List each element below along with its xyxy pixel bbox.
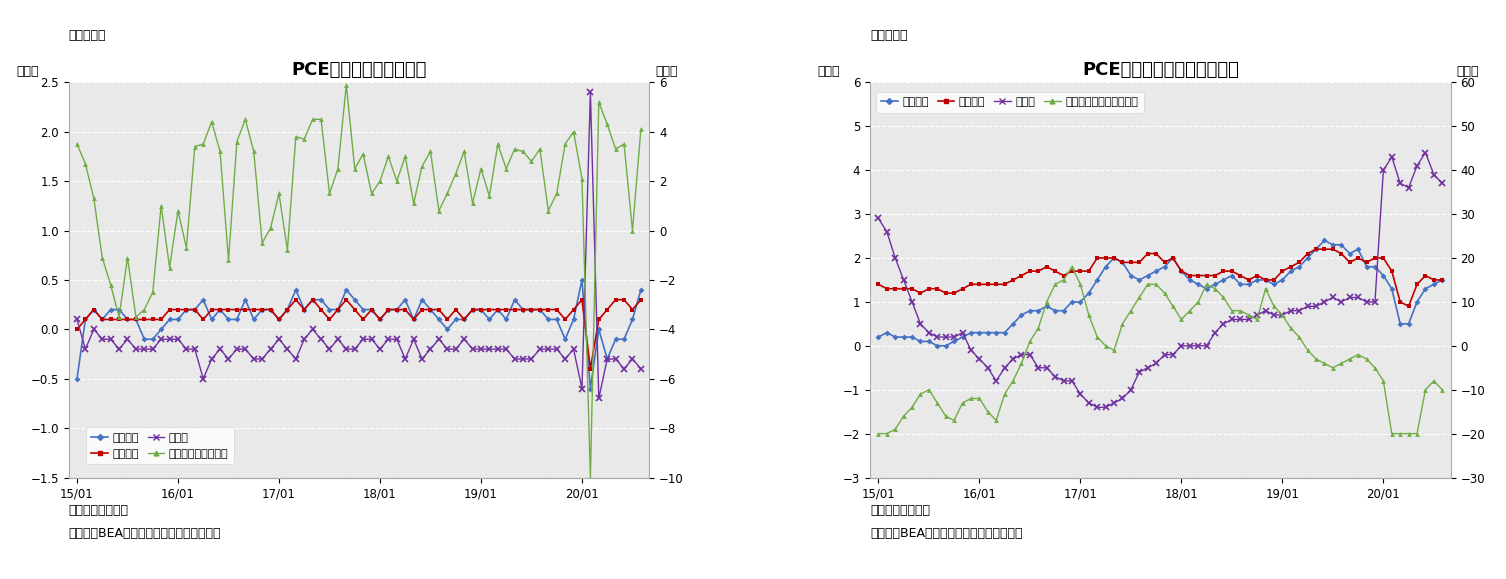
Text: （％）: （％） [1456,65,1479,78]
Text: （注）季節調整済: （注）季節調整済 [870,504,931,516]
Text: （資料）BEAよりニッセイ基礎研究所作成: （資料）BEAよりニッセイ基礎研究所作成 [870,527,1023,540]
Text: （％）: （％） [818,65,840,78]
Title: PCE価格指数（前月比）: PCE価格指数（前月比） [291,61,426,79]
Text: （資料）BEAよりニッセイ基礎研究所作成: （資料）BEAよりニッセイ基礎研究所作成 [69,527,221,540]
Legend: 総合指数, コア指数, 食料品, エネルギー関連（右軸）: 総合指数, コア指数, 食料品, エネルギー関連（右軸） [875,92,1143,113]
Text: （％）: （％） [17,65,39,78]
Title: PCE価格指数（前年同月比）: PCE価格指数（前年同月比） [1081,61,1239,79]
Text: （注）季節調整済: （注）季節調整済 [69,504,128,516]
Text: （図表６）: （図表６） [69,29,105,42]
Legend: 総合指数, コア指数, 食料品, エネルギー（右軸）: 総合指数, コア指数, 食料品, エネルギー（右軸） [86,427,233,464]
Text: （図表７）: （図表７） [870,29,908,42]
Text: （％）: （％） [655,65,678,78]
